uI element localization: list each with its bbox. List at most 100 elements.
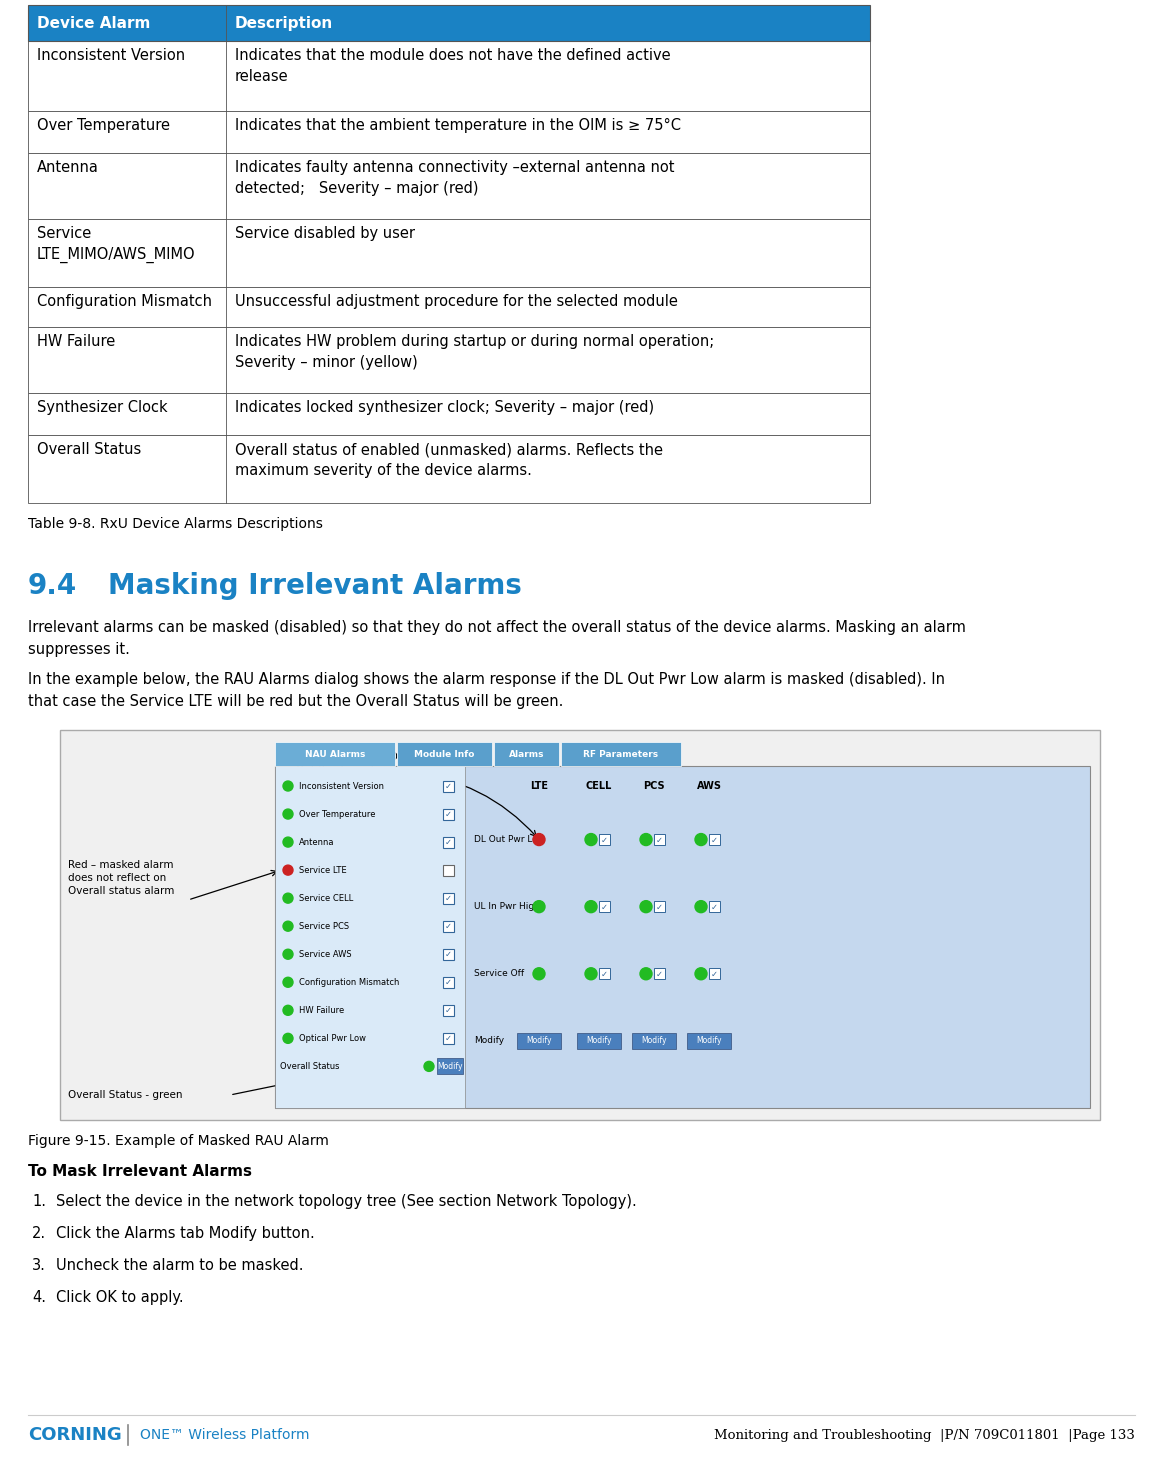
Circle shape [283, 978, 293, 988]
Text: ✓: ✓ [445, 782, 452, 791]
Bar [28, 287, 870, 326]
Bar [654, 833, 664, 845]
Text: Modify: Modify [586, 1036, 612, 1045]
Circle shape [695, 901, 707, 913]
Circle shape [283, 1033, 293, 1044]
Circle shape [585, 901, 597, 913]
Bar [443, 894, 454, 904]
Text: Click the Alarms tab Modify button.: Click the Alarms tab Modify button. [56, 1226, 315, 1241]
Text: Table 9-8. RxU Device Alarms Descriptions: Table 9-8. RxU Device Alarms Description… [28, 517, 323, 531]
Bar [599, 967, 609, 979]
Bar [274, 766, 465, 1108]
Text: Overall Status - green: Overall Status - green [67, 1089, 183, 1100]
Text: Red – masked alarm
does not reflect on
Overall status alarm: Red – masked alarm does not reflect on O… [67, 860, 174, 897]
Bar [28, 41, 870, 112]
Bar [518, 1033, 561, 1050]
Bar [274, 742, 395, 766]
Text: Monitoring and Troubleshooting  |P/N 709C011801  |Page 133: Monitoring and Troubleshooting |P/N 709C… [714, 1429, 1135, 1442]
Text: ✓: ✓ [656, 970, 663, 979]
Text: ✓: ✓ [445, 922, 452, 931]
Text: Modify: Modify [526, 1036, 551, 1045]
Text: Antenna: Antenna [299, 838, 335, 847]
Text: Over Temperature: Over Temperature [299, 810, 376, 819]
Bar [708, 833, 720, 845]
Text: ✓: ✓ [711, 903, 718, 911]
Circle shape [585, 967, 597, 980]
Text: 4.: 4. [33, 1291, 47, 1305]
Circle shape [640, 901, 652, 913]
Text: Service PCS: Service PCS [299, 922, 349, 931]
Text: Service AWS: Service AWS [299, 950, 351, 958]
Bar [494, 742, 559, 766]
Bar [599, 833, 609, 845]
Circle shape [640, 833, 652, 845]
Text: Indicates locked synthesizer clock; Severity – major (red): Indicates locked synthesizer clock; Seve… [235, 400, 654, 415]
Text: Service disabled by user: Service disabled by user [235, 226, 415, 241]
Circle shape [585, 833, 597, 845]
Text: Select the device in the network topology tree (See section Network Topology).: Select the device in the network topolog… [56, 1194, 637, 1208]
Bar [577, 1033, 621, 1050]
Text: Masked LTE service DL
Out Pwr Low alarm: Masked LTE service DL Out Pwr Low alarm [286, 753, 404, 775]
Text: HW Failure: HW Failure [299, 1005, 344, 1014]
Text: ✓: ✓ [445, 978, 452, 988]
Text: Modify: Modify [697, 1036, 722, 1045]
Bar [708, 901, 720, 911]
Circle shape [283, 950, 293, 960]
Circle shape [283, 836, 293, 847]
Circle shape [283, 1005, 293, 1016]
Bar [443, 1033, 454, 1044]
Text: To Mask Irrelevant Alarms: To Mask Irrelevant Alarms [28, 1164, 252, 1179]
Text: NAU Alarms: NAU Alarms [305, 750, 365, 759]
Bar [28, 435, 870, 503]
Text: Uncheck the alarm to be masked.: Uncheck the alarm to be masked. [56, 1258, 304, 1273]
Text: CORNING: CORNING [28, 1426, 122, 1444]
Text: HW Failure: HW Failure [37, 334, 115, 348]
Text: ONE™ Wireless Platform: ONE™ Wireless Platform [140, 1427, 309, 1442]
Circle shape [283, 894, 293, 903]
Text: Service LTE: Service LTE [299, 866, 347, 875]
Text: ✓: ✓ [445, 1035, 452, 1044]
Bar [28, 392, 870, 435]
Text: ✓: ✓ [445, 950, 452, 960]
Bar [274, 766, 1090, 1108]
Text: 2.: 2. [31, 1226, 47, 1241]
Text: Indicates that the module does not have the defined active
release: Indicates that the module does not have … [235, 49, 671, 84]
Bar [599, 901, 609, 911]
Circle shape [640, 967, 652, 980]
Circle shape [533, 833, 545, 845]
Bar [28, 219, 870, 287]
Text: ✓: ✓ [445, 838, 452, 847]
Text: Description: Description [235, 16, 333, 31]
Bar [443, 836, 454, 848]
Text: Indicates that the ambient temperature in the OIM is ≥ 75°C: Indicates that the ambient temperature i… [235, 118, 680, 132]
Text: Irrelevant alarms can be masked (disabled) so that they do not affect the overal: Irrelevant alarms can be masked (disable… [28, 620, 966, 657]
Text: Modify: Modify [475, 1036, 504, 1045]
Bar [443, 781, 454, 792]
Text: Indicates faulty antenna connectivity –external antenna not
detected;   Severity: Indicates faulty antenna connectivity –e… [235, 160, 675, 196]
Bar [708, 967, 720, 979]
Text: Modify: Modify [437, 1061, 463, 1070]
Text: Alarms: Alarms [508, 750, 544, 759]
Bar [443, 1005, 454, 1016]
Text: 9.4: 9.4 [28, 572, 77, 600]
Text: Unsuccessful adjustment procedure for the selected module: Unsuccessful adjustment procedure for th… [235, 294, 678, 309]
Text: ✓: ✓ [600, 903, 607, 911]
Circle shape [695, 833, 707, 845]
Text: ✓: ✓ [445, 810, 452, 819]
Text: Modify: Modify [641, 1036, 666, 1045]
Text: Masking Irrelevant Alarms: Masking Irrelevant Alarms [108, 572, 522, 600]
Text: 1.: 1. [33, 1194, 47, 1208]
Circle shape [695, 967, 707, 980]
Circle shape [283, 922, 293, 931]
Text: Overall status of enabled (unmasked) alarms. Reflects the
maximum severity of th: Overall status of enabled (unmasked) ala… [235, 442, 663, 478]
Bar [443, 978, 454, 988]
Text: RF Parameters: RF Parameters [584, 750, 658, 759]
Text: Antenna: Antenna [37, 160, 99, 175]
Text: Service Off: Service Off [475, 969, 525, 978]
Bar [60, 731, 1100, 1120]
Text: LTE: LTE [530, 781, 548, 791]
Text: Over Temperature: Over Temperature [37, 118, 170, 132]
Bar [28, 112, 870, 153]
Bar [443, 866, 454, 876]
Text: Configuration Mismatch: Configuration Mismatch [299, 978, 399, 986]
